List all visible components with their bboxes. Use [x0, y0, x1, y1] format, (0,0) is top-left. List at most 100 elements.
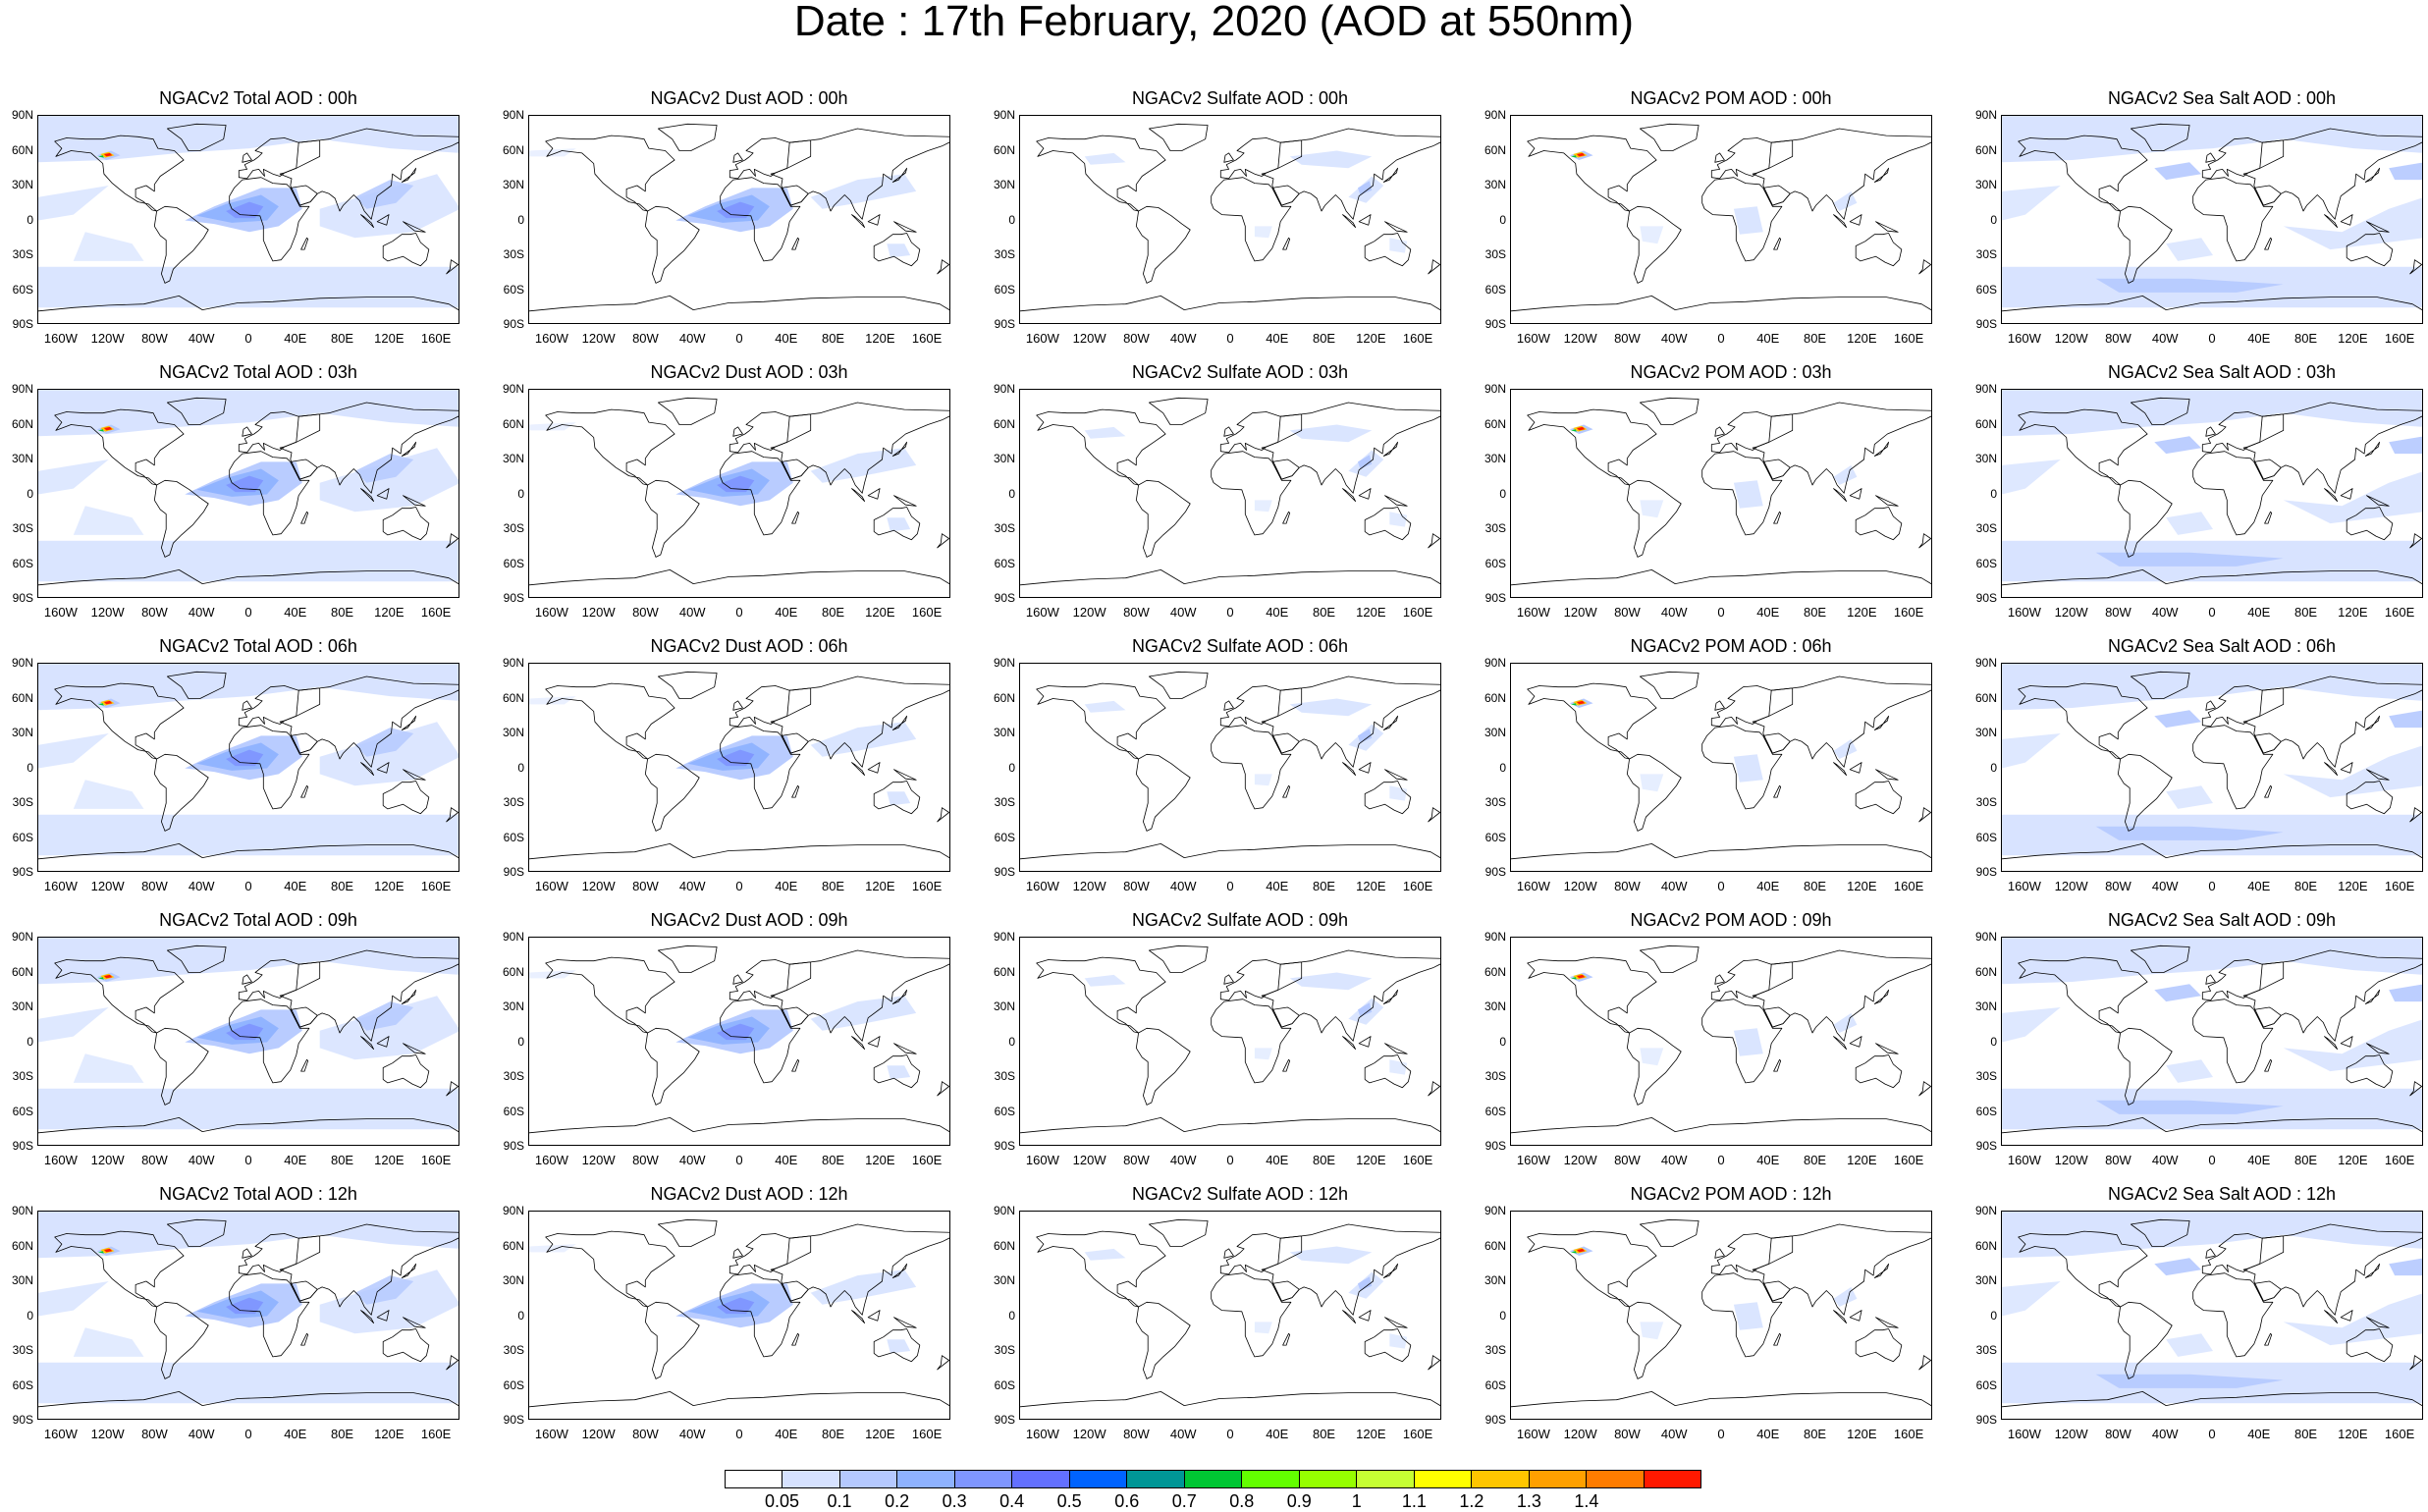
coastline-africa: [720, 177, 801, 262]
coastline-antarctica-coast: [38, 568, 459, 586]
coastline-new-zealand: [1918, 1355, 1931, 1371]
aod-field: [2002, 390, 2422, 582]
aod-region-12: [97, 429, 104, 432]
latitude-label: 30S: [1975, 1343, 1997, 1357]
coastline-australia: [2346, 1054, 2394, 1089]
latitude-label: 30N: [502, 1273, 524, 1287]
coastline-greenland: [2130, 1218, 2190, 1247]
coastline-africa: [720, 725, 801, 810]
latitude-label: 0: [517, 212, 524, 227]
latitude-label: 30N: [1484, 726, 1506, 739]
coastline-indonesia-1: [1342, 1036, 1357, 1050]
coastline-japan: [401, 1263, 417, 1278]
panel-title: NGACv2 POM AOD : 03h: [1630, 362, 1832, 382]
latitude-label: 90N: [502, 382, 524, 396]
coastline-north-america: [54, 682, 185, 760]
coastline-south-america: [2117, 205, 2173, 284]
longitude-label: 40W: [678, 605, 706, 620]
latitude-label: 90N: [1484, 1204, 1506, 1217]
coastline-australia: [873, 1328, 921, 1363]
longitude-label: 80W: [1123, 331, 1150, 346]
longitude-label: 40W: [188, 1427, 215, 1441]
latitude-label: 30S: [1484, 521, 1506, 535]
aod-region-2: [2095, 1100, 2284, 1114]
coastline-new-zealand: [2409, 259, 2422, 275]
coastline-new-zealand: [1428, 259, 1440, 275]
latitude-label: 0: [517, 760, 524, 775]
colorbar-swatch: [1644, 1471, 1700, 1487]
longitude-label: 40E: [775, 1153, 798, 1167]
coastline-indonesia-1: [2324, 762, 2339, 776]
aod-region-8: [354, 728, 414, 757]
coastline-arabia: [290, 1006, 318, 1028]
coastlines: [1020, 671, 1440, 860]
panel-title: NGACv2 Total AOD : 03h: [159, 362, 357, 382]
latitude-label: 60N: [1484, 1238, 1506, 1253]
latitude-label: 30S: [503, 795, 524, 809]
map-frame: [528, 663, 950, 872]
colorbar-tick-label: 0.8: [1229, 1491, 1255, 1511]
longitude-label: 80E: [330, 1427, 354, 1441]
coastline-australia: [382, 781, 430, 815]
coastline-japan: [401, 989, 417, 1004]
coastline-south-america: [1135, 1301, 1191, 1379]
latitude-label: 0: [1990, 486, 1997, 501]
aod-region-6: [1640, 1322, 1664, 1340]
longitude-label: 0: [2208, 1427, 2216, 1441]
aod-region-4: [1733, 480, 1763, 509]
longitude-label: 80E: [821, 1153, 845, 1167]
longitude-label: 40E: [284, 331, 307, 346]
aod-region-0: [1084, 1248, 1126, 1261]
aod-region-11: [103, 152, 113, 157]
longitude-label: 0: [244, 1153, 252, 1167]
aod-region-4: [1733, 754, 1763, 783]
coastline-uk: [732, 974, 743, 985]
coastline-greenland: [2130, 671, 2190, 699]
coastline-asia: [1752, 1223, 1931, 1316]
longitude-label: 40E: [2247, 879, 2271, 893]
coastline-uk: [1714, 426, 1725, 437]
colorbar-swatch: [1357, 1471, 1415, 1487]
coastline-south-america: [153, 1301, 209, 1379]
longitude-label: 40W: [678, 1427, 706, 1441]
aod-field: [2002, 116, 2422, 308]
latitude-label: 90N: [502, 656, 524, 670]
longitude-label: 40W: [188, 605, 215, 620]
coastline-africa: [229, 1272, 310, 1358]
map-canvas: [38, 938, 459, 1134]
coastlines: [2002, 1218, 2422, 1408]
colorbar-tick-label: 0.5: [1056, 1491, 1082, 1511]
coastline-uk: [2205, 1248, 2216, 1259]
latitude-label: 30S: [1484, 795, 1506, 809]
aod-region-4: [2283, 471, 2422, 524]
map-frame: [1510, 937, 1932, 1146]
latitude-label: 60S: [503, 1104, 524, 1118]
longitude-label: 160W: [1516, 331, 1550, 346]
longitude-label: 160W: [534, 879, 568, 893]
aod-region-0: [2002, 390, 2422, 437]
coastline-new-zealand: [937, 259, 949, 275]
longitude-label: 80E: [2293, 331, 2318, 346]
latitude-label: 30S: [503, 1343, 524, 1357]
latitude-label: 0: [1008, 212, 1015, 227]
longitude-label: 80W: [141, 605, 168, 620]
coastline-papua: [1384, 495, 1408, 507]
coastlines: [2002, 123, 2422, 312]
aod-region-11: [103, 974, 113, 979]
aod-region-4: [1389, 512, 1408, 527]
longitude-label: 160W: [2007, 331, 2041, 346]
coastlines: [38, 945, 459, 1134]
latitude-label: 90S: [994, 865, 1015, 879]
aod-region-3: [319, 1269, 459, 1334]
longitude-label: 160W: [43, 331, 78, 346]
map-panel-seasalt: NGACv2 Sea Salt AOD : 09h 90N 60N 30N 0 30S 60…: [1975, 910, 2428, 1166]
coastlines: [1020, 1218, 1440, 1408]
coastline-uk: [732, 426, 743, 437]
coastline-australia: [1855, 1328, 1903, 1363]
longitude-label: 0: [1717, 1427, 1725, 1441]
aod-region-1: [1289, 972, 1373, 991]
aod-region-6: [1640, 774, 1664, 792]
longitude-label: 80W: [632, 331, 659, 346]
aod-field: [529, 1244, 917, 1354]
coastline-madagascar: [791, 237, 800, 250]
